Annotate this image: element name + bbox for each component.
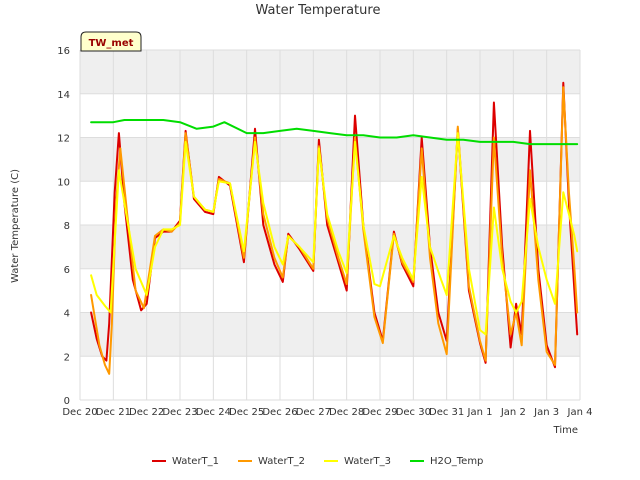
y-axis-label: Water Temperature (C) bbox=[10, 169, 21, 283]
x-tick-label: Jan 1 bbox=[467, 407, 493, 418]
x-tick-label: Dec 23 bbox=[162, 407, 197, 418]
x-tick-label: Dec 29 bbox=[362, 407, 397, 418]
x-tick-label: Jan 4 bbox=[567, 407, 593, 418]
legend-label: WaterT_1 bbox=[172, 456, 219, 467]
x-tick-label: Dec 21 bbox=[96, 407, 131, 418]
x-tick-label: Dec 22 bbox=[129, 407, 164, 418]
y-tick-label: 8 bbox=[64, 221, 70, 232]
station-badge-label: TW_met bbox=[89, 38, 134, 49]
y-tick-label: 10 bbox=[57, 177, 70, 188]
series-line-h2o-temp bbox=[90, 119, 579, 146]
series-line-watert-2 bbox=[90, 86, 579, 375]
y-tick-label: 0 bbox=[64, 396, 70, 407]
x-tick-label: Jan 3 bbox=[533, 407, 559, 418]
x-tick-label: Dec 25 bbox=[229, 407, 264, 418]
x-tick-label: Dec 26 bbox=[262, 407, 297, 418]
x-tick-label: Dec 28 bbox=[329, 407, 364, 418]
series-lines bbox=[90, 81, 579, 375]
x-tick-label: Dec 30 bbox=[396, 407, 431, 418]
y-tick-label: 12 bbox=[57, 134, 70, 145]
station-badge-box bbox=[80, 31, 142, 52]
plot-band bbox=[80, 137, 580, 182]
series-line-watert-1 bbox=[90, 81, 579, 369]
y-tick-label: 14 bbox=[57, 90, 70, 101]
y-tick-labels: 0 2 4 6 8 10 12 14 16 bbox=[57, 46, 70, 407]
x-tick-label: Dec 31 bbox=[429, 407, 464, 418]
x-axis-label: Time bbox=[553, 425, 578, 436]
plot-band bbox=[80, 50, 580, 94]
x-tick-label: Jan 2 bbox=[500, 407, 526, 418]
y-tick-label: 16 bbox=[57, 46, 70, 57]
legend-label: WaterT_2 bbox=[258, 456, 305, 467]
y-tick-label: 2 bbox=[64, 352, 70, 363]
x-tick-label: Dec 24 bbox=[196, 407, 231, 418]
x-tick-label: Dec 20 bbox=[62, 407, 97, 418]
station-badge: TW_met bbox=[80, 31, 142, 52]
legend-label: WaterT_3 bbox=[344, 456, 391, 467]
y-tick-label: 6 bbox=[64, 265, 70, 276]
chart-title: Water Temperature bbox=[256, 3, 381, 18]
legend-label: H2O_Temp bbox=[430, 456, 483, 467]
series-line-watert-3 bbox=[90, 132, 579, 336]
x-tick-label: Dec 27 bbox=[296, 407, 331, 418]
y-tick-label: 4 bbox=[64, 309, 70, 320]
legend: WaterT_1 WaterT_2 WaterT_3 H2O_Temp bbox=[152, 456, 483, 467]
plot-band bbox=[80, 312, 580, 357]
